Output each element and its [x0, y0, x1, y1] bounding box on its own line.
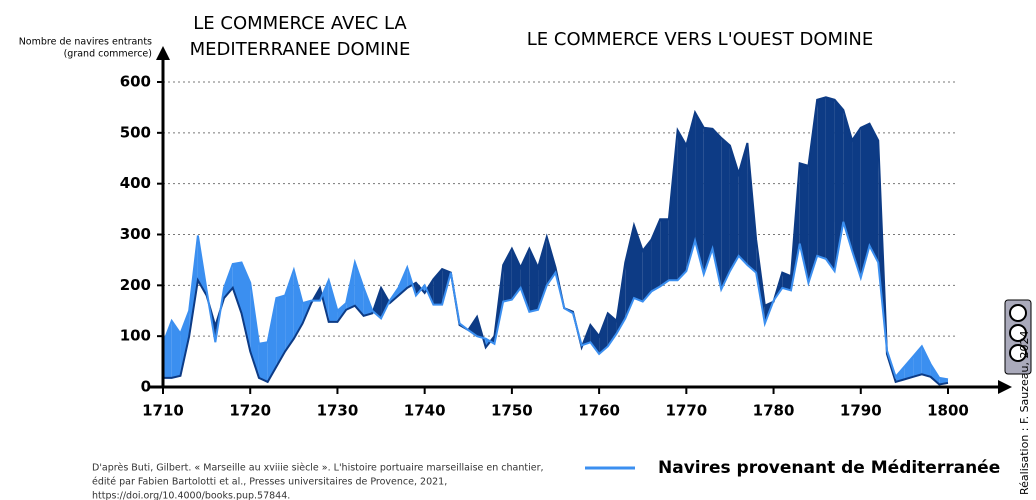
- y-axis-label: Nombre de navires entrants: [19, 37, 152, 48]
- y-tick-label: 0: [141, 378, 151, 396]
- area-fill: [538, 237, 547, 310]
- y-axis-arrow: [156, 46, 170, 60]
- area-fill: [808, 99, 818, 283]
- area-fill: [677, 130, 687, 281]
- area-fill: [426, 279, 434, 305]
- area-fill: [921, 346, 931, 377]
- area-fill: [180, 310, 190, 376]
- x-tick-label: 1710: [142, 402, 184, 420]
- x-tick-label: 1770: [665, 402, 707, 420]
- y-tick-label: 500: [120, 123, 151, 141]
- area-fill: [381, 287, 390, 319]
- area-fill: [258, 342, 268, 382]
- x-tick-label: 1790: [840, 402, 882, 420]
- area-fill: [250, 282, 259, 378]
- legend-label: Navires provenant de Méditerranée: [658, 458, 1000, 478]
- area-fill: [171, 320, 181, 378]
- area-fill: [546, 237, 556, 286]
- area-fill: [686, 112, 696, 272]
- area-fill: [293, 270, 303, 339]
- x-tick-label: 1800: [927, 402, 969, 420]
- y-tick-label: 400: [120, 174, 151, 192]
- series-line: [162, 221, 949, 381]
- area-fill: [625, 225, 634, 319]
- annotation-left: LE COMMERCE AVEC LA: [193, 13, 407, 34]
- credit: Réalisation : F. Sauzeau, 2024: [1018, 330, 1031, 495]
- source: https://doi.org/10.4000/books.pup.57844.: [92, 491, 290, 500]
- area-fill: [163, 320, 172, 378]
- area-fill: [668, 130, 678, 281]
- area-fill: [843, 109, 853, 251]
- y-axis-label: (grand commerce): [64, 49, 152, 60]
- area-fill: [913, 346, 922, 377]
- x-tick-label: 1740: [404, 402, 446, 420]
- y-tick-label: 300: [120, 225, 151, 243]
- x-tick-label: 1730: [317, 402, 359, 420]
- area-fill: [607, 313, 617, 347]
- area-fill: [869, 123, 879, 263]
- area-fill: [721, 137, 730, 290]
- area-fill: [834, 99, 844, 272]
- x-tick-label: 1780: [753, 402, 795, 420]
- area-fill: [241, 262, 251, 352]
- area-fill: [276, 295, 286, 367]
- y-tick-label: 100: [120, 327, 151, 345]
- area-fill: [860, 123, 870, 278]
- area-fill: [590, 324, 600, 354]
- area-fill: [703, 127, 713, 275]
- area-fill: [817, 97, 826, 259]
- series-line: [163, 96, 949, 386]
- area-fill: [415, 282, 422, 296]
- area-fill: [904, 356, 914, 380]
- x-tick-label: 1750: [491, 402, 533, 420]
- area-fill: [712, 128, 722, 290]
- area-fill: [354, 262, 364, 316]
- x-tick-label: 1720: [229, 402, 271, 420]
- area-fill: [599, 313, 608, 354]
- area-fill: [267, 298, 277, 382]
- y-tick-label: 200: [120, 276, 151, 294]
- area-fill: [852, 127, 861, 278]
- annotation-right: LE COMMERCE VERS L'OUEST DOMINE: [527, 29, 873, 50]
- x-axis-arrow: [998, 380, 1012, 394]
- source: D'après Buti, Gilbert. « Marseille au xv…: [92, 463, 544, 474]
- area-fill: [634, 225, 643, 302]
- x-tick-label: 1760: [578, 402, 620, 420]
- area-fill: [695, 112, 704, 275]
- cc-badge: [1004, 299, 1032, 375]
- area-fill: [825, 97, 835, 272]
- area-fill: [782, 272, 791, 291]
- area-fill: [642, 239, 652, 302]
- source: édité par Fabien Bartolotti et al., Pres…: [92, 477, 447, 488]
- area-fill: [660, 219, 669, 287]
- area-fill: [651, 219, 661, 292]
- area-fill: [232, 262, 242, 314]
- annotation-left: MEDITERRANEE DOMINE: [190, 39, 411, 60]
- y-tick-label: 600: [120, 73, 151, 91]
- area-fill: [738, 143, 748, 265]
- area-fill: [511, 248, 521, 300]
- area-fill: [729, 145, 739, 272]
